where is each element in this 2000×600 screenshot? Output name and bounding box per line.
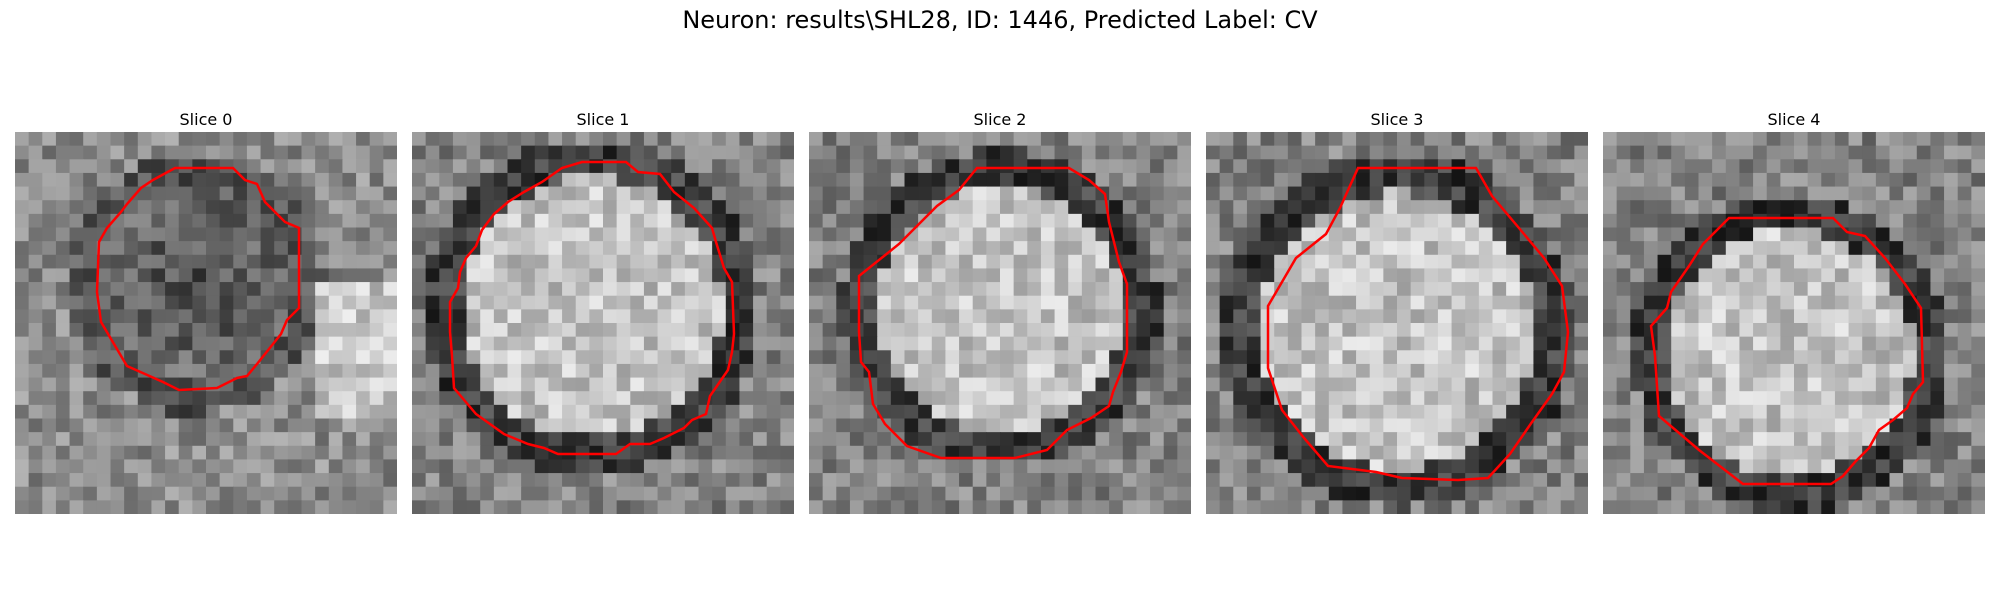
grayscale-tiles <box>1603 132 1985 514</box>
contour-outline <box>448 160 736 456</box>
slice-image-0 <box>15 132 397 514</box>
slice-panel-0: Slice 0 <box>15 108 397 514</box>
slice-title-2: Slice 2 <box>973 110 1027 129</box>
slice-panel-1: Slice 1 <box>412 108 794 514</box>
grayscale-tiles <box>1206 132 1588 514</box>
slice-title-3: Slice 3 <box>1370 110 1424 129</box>
slice-panel-3: Slice 3 <box>1206 108 1588 514</box>
contour-outline <box>1266 166 1570 482</box>
grayscale-tiles <box>15 132 397 514</box>
slice-title-0: Slice 0 <box>179 110 233 129</box>
slice-image-3 <box>1206 132 1588 514</box>
contour-outline <box>1649 216 1925 486</box>
contour-outline <box>95 166 301 392</box>
figure-title: Neuron: results\SHL28, ID: 1446, Predict… <box>682 6 1318 34</box>
grayscale-tiles <box>412 132 794 514</box>
slice-title-1: Slice 1 <box>576 110 630 129</box>
slice-image-4 <box>1603 132 1985 514</box>
grayscale-tiles <box>809 132 1191 514</box>
contour-outline <box>857 166 1129 460</box>
slice-image-2 <box>809 132 1191 514</box>
slice-panel-2: Slice 2 <box>809 108 1191 514</box>
slice-image-1 <box>412 132 794 514</box>
slice-panel-4: Slice 4 <box>1603 108 1985 514</box>
slice-title-4: Slice 4 <box>1767 110 1821 129</box>
